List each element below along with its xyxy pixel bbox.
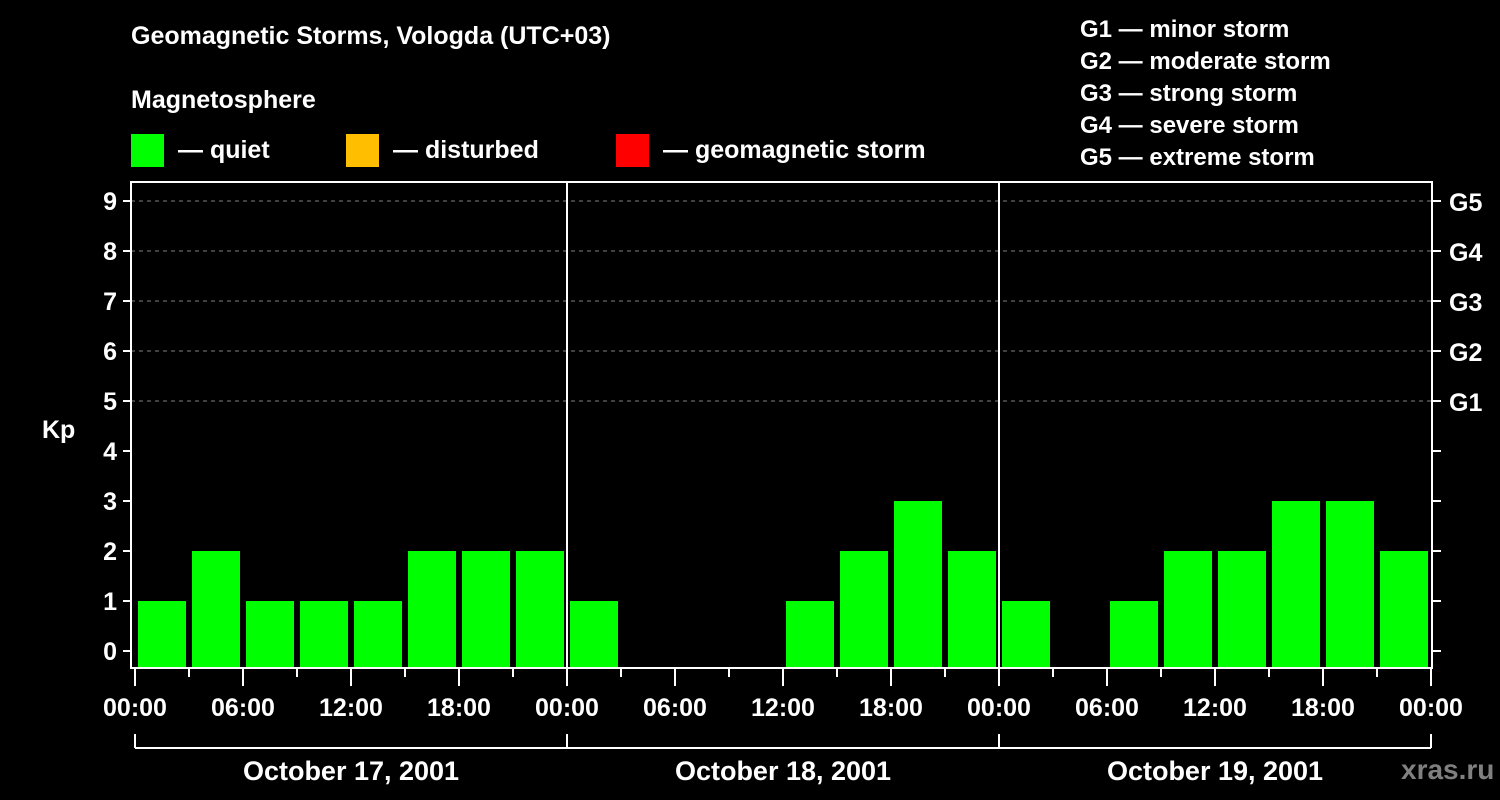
kp-bar bbox=[462, 551, 510, 668]
g-level-label: G3 bbox=[1449, 289, 1482, 317]
y-tick-label: 9 bbox=[103, 188, 117, 216]
g-scale-g1: G1 — minor storm bbox=[1080, 16, 1290, 43]
watermark: xras.ru bbox=[1401, 754, 1495, 785]
plot-frame bbox=[130, 181, 1433, 669]
kp-bar bbox=[192, 551, 240, 668]
kp-bar bbox=[1272, 501, 1320, 668]
x-tick-label: 18:00 bbox=[1291, 694, 1355, 722]
y-tick-label: 5 bbox=[103, 388, 117, 416]
x-tick-label: 06:00 bbox=[211, 694, 275, 722]
x-tick-label: 00:00 bbox=[103, 694, 167, 722]
y-tick-label: 3 bbox=[103, 488, 117, 516]
x-tick-label: 12:00 bbox=[319, 694, 383, 722]
g-level-label: G1 bbox=[1449, 389, 1482, 417]
kp-bar bbox=[948, 551, 996, 668]
legend-label-disturbed: — disturbed bbox=[393, 135, 539, 164]
legend-swatch-disturbed bbox=[346, 133, 379, 167]
x-tick-label: 00:00 bbox=[1399, 694, 1463, 722]
y-tick-label: 2 bbox=[103, 538, 117, 566]
kp-bar bbox=[840, 551, 888, 668]
kp-bar bbox=[1110, 601, 1158, 668]
kp-bar bbox=[1002, 601, 1050, 668]
y-tick-label: 7 bbox=[103, 288, 117, 316]
chart-subtitle: Magnetosphere bbox=[131, 86, 316, 114]
kp-bar bbox=[894, 501, 942, 668]
x-tick-label: 18:00 bbox=[427, 694, 491, 722]
x-tick-label: 06:00 bbox=[1075, 694, 1139, 722]
kp-bar bbox=[300, 601, 348, 668]
kp-bar bbox=[408, 551, 456, 668]
legend-swatch-quiet bbox=[131, 133, 164, 167]
g-scale-g5: G5 — extreme storm bbox=[1080, 144, 1315, 171]
y-tick-label: 6 bbox=[103, 338, 117, 366]
g-scale-g2: G2 — moderate storm bbox=[1080, 48, 1331, 75]
legend-swatch-storm bbox=[616, 133, 649, 167]
x-tick-label: 00:00 bbox=[967, 694, 1031, 722]
legend-item-storm: — geomagnetic storm bbox=[616, 133, 926, 167]
kp-bar bbox=[570, 601, 618, 668]
kp-bar bbox=[1326, 501, 1374, 668]
x-tick-label: 12:00 bbox=[1183, 694, 1247, 722]
day-label: October 19, 2001 bbox=[1107, 756, 1323, 786]
kp-bar bbox=[786, 601, 834, 668]
g-level-label: G2 bbox=[1449, 339, 1482, 367]
kp-bar bbox=[354, 601, 402, 668]
y-tick-label: 4 bbox=[103, 438, 117, 466]
g-scale-g3: G3 — strong storm bbox=[1080, 80, 1298, 107]
day-label: October 17, 2001 bbox=[243, 756, 459, 786]
x-tick-label: 18:00 bbox=[859, 694, 923, 722]
kp-bar bbox=[1164, 551, 1212, 668]
legend-label-quiet: — quiet bbox=[178, 135, 270, 164]
chart-title: Geomagnetic Storms, Vologda (UTC+03) bbox=[131, 22, 611, 50]
kp-bar bbox=[1380, 551, 1428, 668]
kp-bar bbox=[246, 601, 294, 668]
legend-item-disturbed: — disturbed bbox=[346, 133, 539, 167]
g-scale-legend: G1 — minor storm G2 — moderate storm G3 … bbox=[1080, 14, 1331, 174]
legend-label-storm: — geomagnetic storm bbox=[663, 135, 926, 164]
x-tick-label: 06:00 bbox=[643, 694, 707, 722]
kp-bar bbox=[516, 551, 564, 668]
y-tick-label: 8 bbox=[103, 238, 117, 266]
day-label: October 18, 2001 bbox=[675, 756, 891, 786]
legend-item-quiet: — quiet bbox=[131, 133, 270, 167]
kp-bar bbox=[1218, 551, 1266, 668]
y-axis-label: Kp bbox=[42, 416, 75, 444]
g-level-label: G4 bbox=[1449, 239, 1482, 267]
x-tick-label: 00:00 bbox=[535, 694, 599, 722]
y-tick-label: 1 bbox=[103, 588, 117, 616]
g-level-label: G5 bbox=[1449, 189, 1482, 217]
g-scale-g4: G4 — severe storm bbox=[1080, 112, 1299, 139]
kp-bar bbox=[138, 601, 186, 668]
y-tick-label: 0 bbox=[103, 638, 117, 666]
x-tick-label: 12:00 bbox=[751, 694, 815, 722]
